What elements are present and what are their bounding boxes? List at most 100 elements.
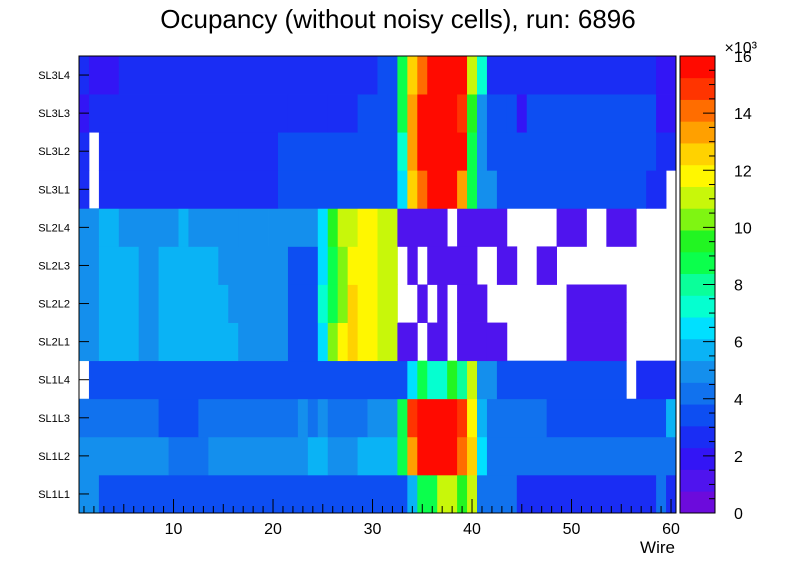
heatmap-cell	[427, 246, 478, 285]
heatmap-cell	[666, 398, 677, 438]
x-tick-label: 10	[165, 521, 183, 538]
heatmap-cell	[656, 132, 677, 171]
heatmap-cell	[79, 322, 100, 362]
palette-swatch	[680, 469, 715, 492]
heatmap-cell	[297, 398, 309, 438]
heatmap-cell	[417, 436, 428, 476]
z-tick-label: 6	[734, 335, 743, 352]
palette-swatch	[680, 186, 715, 209]
palette-swatch	[680, 56, 715, 79]
y-tick-label: SL1L4	[38, 375, 70, 387]
heatmap-cell	[397, 436, 408, 476]
heatmap-cell	[287, 284, 319, 323]
palette-swatch	[680, 404, 715, 427]
heatmap-cell	[327, 436, 358, 476]
y-tick-label: SL3L2	[38, 146, 70, 158]
heatmap-cell	[98, 322, 140, 362]
heatmap-cell	[467, 170, 478, 209]
heatmap-cell	[118, 56, 378, 95]
heatmap-cell	[457, 398, 468, 438]
palette-swatch	[680, 121, 715, 144]
x-axis-title: Wire	[640, 538, 675, 557]
heatmap-cell	[138, 284, 159, 323]
heatmap-cell	[158, 398, 199, 438]
y-tick-label: SL2L3	[38, 260, 70, 272]
heatmap-cell	[486, 132, 657, 171]
palette-swatch	[680, 295, 715, 318]
palette-swatch	[680, 491, 715, 514]
heatmap-cell	[437, 474, 458, 514]
heatmap-cell	[556, 208, 587, 247]
heatmap-cell	[98, 208, 120, 247]
heatmap-cell	[337, 284, 349, 323]
palette-swatch	[680, 425, 715, 449]
heatmap-cell	[317, 208, 329, 247]
heatmap-cell	[327, 284, 339, 323]
heatmap-cell	[467, 360, 478, 400]
heatmap-cell	[317, 284, 329, 323]
heatmap-cell	[287, 322, 319, 362]
heatmap-cell	[486, 436, 677, 476]
heatmap-cell	[417, 170, 428, 209]
heatmap-cell	[98, 170, 279, 209]
heatmap-cell	[606, 208, 637, 247]
heatmap-cell	[407, 246, 418, 285]
palette-swatch	[680, 77, 715, 100]
heatmap-cell	[477, 360, 498, 400]
heatmap-cell	[238, 322, 289, 362]
heatmap-cell	[79, 246, 100, 285]
heatmap-cell	[407, 474, 418, 514]
heatmap-cell	[427, 56, 438, 95]
heatmap-cell	[347, 284, 358, 323]
heatmap-cell	[486, 398, 548, 438]
palette-swatch	[680, 382, 715, 405]
heatmap-cell	[238, 208, 269, 247]
heatmap-cell	[357, 284, 378, 323]
heatmap-cell	[427, 94, 458, 133]
y-tick-label: SL2L2	[38, 299, 70, 311]
heatmap-cell	[377, 246, 398, 285]
y-tick-label: SL2L4	[38, 222, 70, 234]
palette-swatch	[680, 208, 715, 231]
heatmap-cell	[496, 246, 518, 285]
y-tick-label: SL1L3	[38, 413, 70, 425]
plot-frame	[78, 55, 677, 514]
heatmap-cell	[397, 56, 408, 95]
heatmap-cell	[278, 132, 398, 171]
heatmap-cell	[516, 94, 528, 133]
heatmap-cell	[656, 94, 677, 133]
chart-title: Ocupancy (without noisy cells), run: 689…	[160, 4, 635, 34]
heatmap-cell	[79, 284, 100, 323]
y-tick-label: SL3L1	[38, 184, 70, 196]
heatmap-cell	[268, 208, 319, 247]
heatmap-cell	[457, 436, 468, 476]
heatmap-cell	[546, 398, 667, 438]
heatmap-cell	[427, 436, 458, 476]
heatmap-cell	[208, 436, 309, 476]
heatmap-cell	[367, 398, 398, 438]
palette-swatch	[680, 317, 715, 340]
x-tick-label: 40	[463, 521, 481, 538]
heatmap-cell	[357, 322, 378, 362]
heatmap-cell	[566, 322, 627, 362]
heatmap-cell	[79, 208, 100, 247]
palette-swatch	[680, 164, 715, 187]
heatmap-cell	[327, 398, 368, 438]
heatmap-cell	[327, 94, 358, 133]
heatmap-cell	[407, 398, 418, 438]
x-tick-label: 50	[563, 521, 581, 538]
heatmap-cell	[417, 132, 428, 171]
heatmap-cell	[138, 322, 159, 362]
heatmap-cell	[536, 246, 557, 285]
heatmap-cell	[516, 474, 657, 514]
heatmap-cell	[437, 56, 458, 95]
y-tick-label: SL1L2	[38, 451, 70, 463]
heatmap-cell	[317, 94, 329, 133]
z-tick-label: 12	[734, 163, 752, 180]
x-tick-label: 60	[662, 521, 680, 538]
heatmap-cell	[98, 132, 279, 171]
z-tick-label: 2	[734, 449, 743, 466]
x-axis: 10 20 30 40 50 60	[83, 499, 680, 538]
heatmap-cell	[337, 246, 349, 285]
